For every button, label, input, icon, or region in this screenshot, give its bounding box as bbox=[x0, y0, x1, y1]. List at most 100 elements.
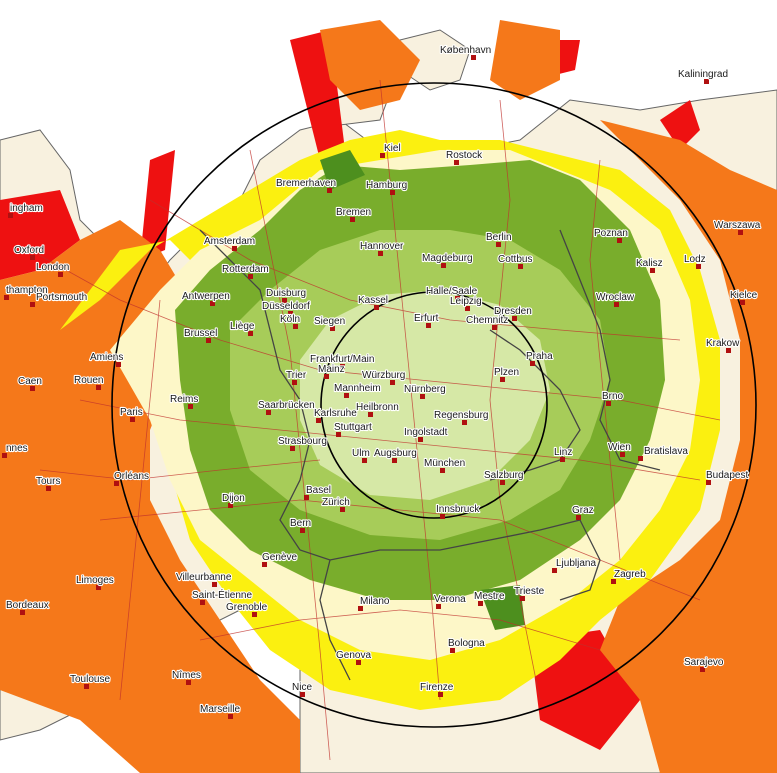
city-erfurt[interactable]: Erfurt bbox=[413, 312, 440, 328]
city-villeurbanne[interactable]: Villeurbanne bbox=[175, 571, 233, 587]
city-rouen[interactable]: Rouen bbox=[73, 374, 105, 390]
city-wien[interactable]: Wien bbox=[607, 441, 632, 457]
city-mestre[interactable]: Mestre bbox=[473, 590, 506, 606]
city-wurzburg[interactable]: Würzburg bbox=[361, 369, 406, 385]
city-zagreb[interactable]: Zagreb bbox=[611, 568, 647, 584]
city-halle-saale[interactable]: Halle/Saale bbox=[425, 285, 479, 301]
city-poznan[interactable]: Poznan bbox=[593, 227, 629, 243]
city-trieste[interactable]: Trieste bbox=[513, 585, 546, 601]
svg-text:Stuttgart: Stuttgart bbox=[334, 422, 372, 433]
city-karlsruhe[interactable]: Karlsruhe bbox=[313, 407, 358, 423]
city-graz[interactable]: Graz bbox=[571, 504, 595, 520]
city-bremen[interactable]: Bremen bbox=[335, 206, 372, 222]
city-zurich[interactable]: Zürich bbox=[321, 496, 351, 512]
city-oxford[interactable]: Oxford bbox=[13, 244, 45, 260]
city-saarbrucken[interactable]: Saarbrücken bbox=[257, 399, 316, 415]
city-strasbourg[interactable]: Strasbourg bbox=[277, 435, 328, 451]
city-kiel[interactable]: Kiel bbox=[380, 142, 402, 158]
city-nurnberg[interactable]: Nürnberg bbox=[403, 383, 447, 399]
city-kaliningrad[interactable]: Kaliningrad bbox=[677, 68, 729, 84]
city-kielce[interactable]: Kielce bbox=[729, 289, 759, 305]
city-trier[interactable]: Trier bbox=[285, 369, 308, 385]
city-amiens[interactable]: Amiens bbox=[89, 351, 124, 367]
city-saint-etienne[interactable]: Saint-Étienne bbox=[191, 587, 254, 605]
city-warszawa[interactable]: Warszawa bbox=[713, 219, 762, 235]
city-toulouse[interactable]: Toulouse bbox=[69, 673, 112, 689]
city-berlin[interactable]: Berlin bbox=[485, 231, 513, 247]
city-mannheim[interactable]: Mannheim bbox=[333, 382, 382, 398]
city-grenoble[interactable]: Grenoble bbox=[225, 601, 269, 617]
city-paris[interactable]: Paris bbox=[119, 406, 144, 422]
city-ljubljana[interactable]: Ljubljana bbox=[552, 557, 598, 573]
city-mainz[interactable]: Mainz bbox=[317, 363, 346, 379]
city-nnes[interactable]: nnes bbox=[2, 442, 29, 458]
city-sarajevo[interactable]: Sarajevo bbox=[683, 656, 725, 672]
city-ingham[interactable]: ingham bbox=[8, 202, 44, 218]
city-hannover[interactable]: Hannover bbox=[359, 240, 405, 256]
city-antwerpen[interactable]: Antwerpen bbox=[181, 290, 231, 306]
city-munchen[interactable]: München bbox=[423, 457, 466, 473]
city-liege[interactable]: Liège bbox=[229, 320, 256, 336]
city-bologna[interactable]: Bologna bbox=[447, 637, 486, 653]
city-bratislava[interactable]: Bratislava bbox=[638, 445, 689, 461]
city-limoges[interactable]: Limoges bbox=[75, 574, 115, 590]
city-firenze[interactable]: Firenze bbox=[419, 681, 455, 697]
city-dusseldorf[interactable]: Düsseldorf bbox=[261, 300, 311, 316]
city-bern[interactable]: Bern bbox=[289, 517, 312, 533]
svg-text:Ulm: Ulm bbox=[352, 448, 370, 459]
city-genova[interactable]: Genova bbox=[335, 649, 373, 665]
city-salzburg[interactable]: Salzburg bbox=[483, 469, 525, 485]
city-lodz[interactable]: Lodz bbox=[683, 253, 707, 269]
city-augsburg[interactable]: Augsburg bbox=[373, 447, 418, 463]
city-praha[interactable]: Praha bbox=[525, 350, 554, 366]
city-budapest[interactable]: Budapest bbox=[705, 469, 750, 485]
city-amsterdam[interactable]: Amsterdam bbox=[203, 235, 256, 251]
city-basel[interactable]: Basel bbox=[304, 484, 332, 500]
city-kobenhavn[interactable]: København bbox=[439, 44, 492, 60]
city-caen[interactable]: Caen bbox=[17, 375, 43, 391]
city-nimes[interactable]: Nîmes bbox=[171, 669, 202, 685]
city-duisburg[interactable]: Duisburg bbox=[265, 287, 307, 303]
city-reims[interactable]: Reims bbox=[169, 393, 199, 409]
city-linz[interactable]: Linz bbox=[553, 446, 573, 462]
city-krakow[interactable]: Krakow bbox=[705, 337, 741, 353]
city-marseille[interactable]: Marseille bbox=[199, 703, 242, 719]
city-thampton[interactable]: thampton bbox=[4, 284, 49, 300]
city-siegen[interactable]: Siegen bbox=[313, 315, 346, 331]
city-london[interactable]: London bbox=[35, 261, 70, 277]
city-leipzig[interactable]: Leipzig bbox=[449, 295, 483, 311]
city-dijon[interactable]: Dijon bbox=[221, 492, 246, 508]
city-cottbus[interactable]: Cottbus bbox=[497, 253, 534, 269]
city-frankfurt-main[interactable]: Frankfurt/Main bbox=[309, 353, 376, 369]
city-nice[interactable]: Nice bbox=[291, 681, 314, 697]
city-hamburg[interactable]: Hamburg bbox=[365, 179, 408, 195]
city-magdeburg[interactable]: Magdeburg bbox=[421, 252, 474, 268]
city-dresden[interactable]: Dresden bbox=[493, 305, 533, 321]
city-koln[interactable]: Köln bbox=[279, 313, 301, 329]
city-rotterdam[interactable]: Rotterdam bbox=[221, 263, 270, 279]
city-rostock[interactable]: Rostock bbox=[445, 149, 484, 165]
city-kalisz[interactable]: Kalisz bbox=[635, 257, 664, 273]
city-wroclaw[interactable]: Wroclaw bbox=[595, 291, 636, 307]
city-kassel[interactable]: Kassel bbox=[357, 294, 389, 310]
city-ingolstadt[interactable]: Ingolstadt bbox=[403, 426, 449, 442]
city-brno[interactable]: Brno bbox=[601, 390, 625, 406]
city-milano[interactable]: Milano bbox=[358, 595, 391, 611]
city-plzen[interactable]: Plzen bbox=[493, 366, 520, 382]
city-bremerhaven[interactable]: Bremerhaven bbox=[275, 177, 337, 193]
city-stuttgart[interactable]: Stuttgart bbox=[333, 421, 373, 437]
city-brussel[interactable]: Brussel bbox=[183, 327, 218, 343]
city-regensburg[interactable]: Regensburg bbox=[433, 409, 490, 425]
city-geneve[interactable]: Genève bbox=[261, 551, 299, 567]
city-verona[interactable]: Verona bbox=[433, 593, 467, 609]
city-innsbruck[interactable]: Innsbruck bbox=[435, 503, 481, 519]
city-chemnitz[interactable]: Chemnitz bbox=[465, 314, 509, 330]
city-orleans[interactable]: Orléans bbox=[113, 470, 150, 486]
city-portsmouth[interactable]: Portsmouth bbox=[30, 291, 88, 307]
city-ulm[interactable]: Ulm bbox=[351, 447, 371, 463]
city-tours[interactable]: Tours bbox=[35, 475, 62, 491]
svg-text:Bologna: Bologna bbox=[448, 638, 485, 649]
city-heilbronn[interactable]: Heilbronn bbox=[355, 401, 400, 417]
city-bordeaux[interactable]: Bordeaux bbox=[5, 599, 50, 615]
